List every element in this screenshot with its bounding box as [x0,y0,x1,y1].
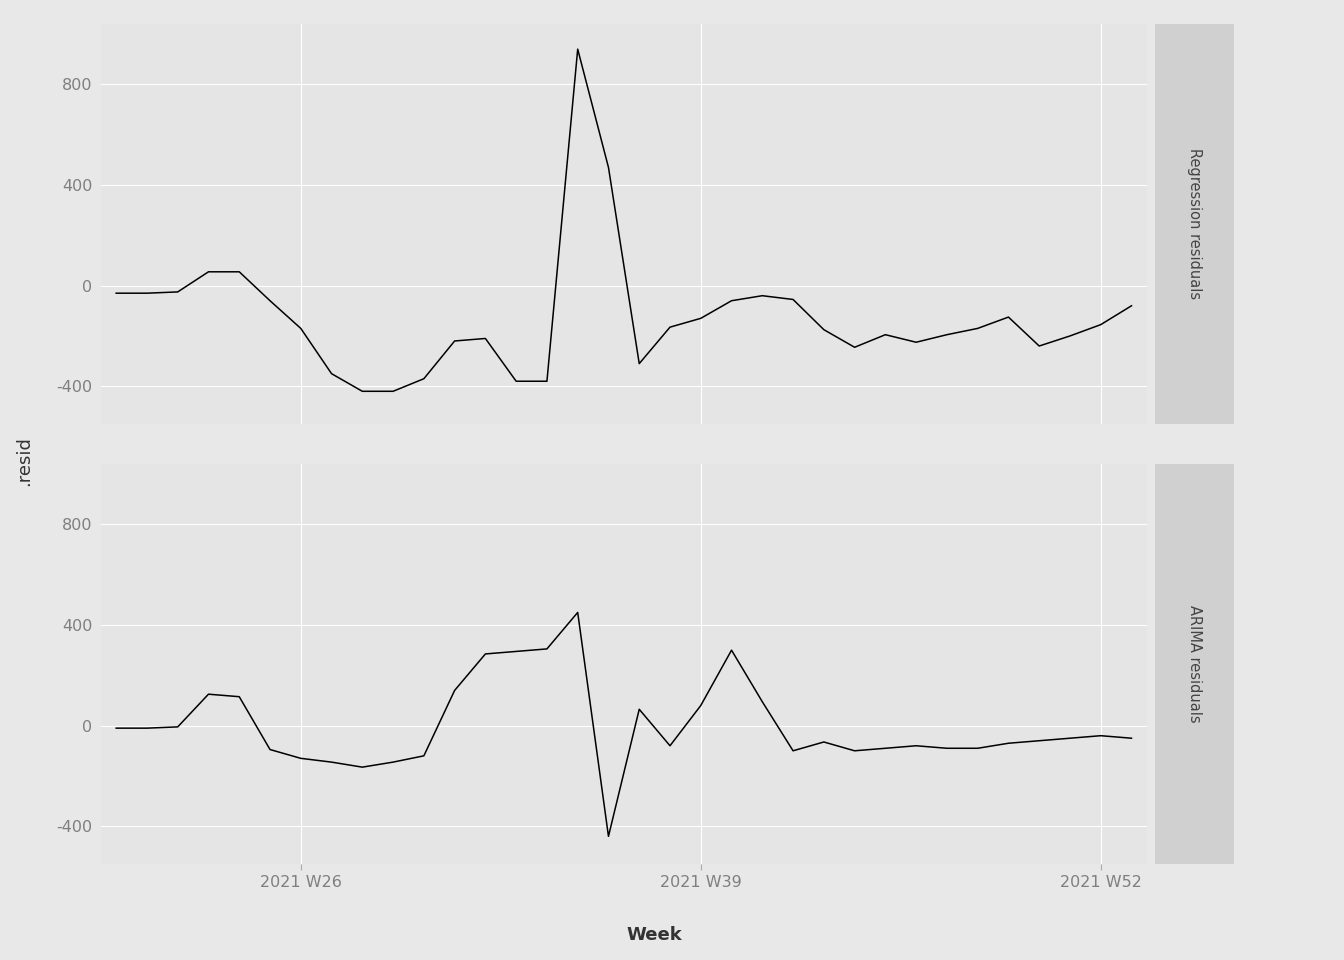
Text: .resid: .resid [15,436,34,486]
Text: Week: Week [626,926,683,944]
Text: ARIMA residuals: ARIMA residuals [1187,605,1202,723]
Text: Regression residuals: Regression residuals [1187,149,1202,300]
